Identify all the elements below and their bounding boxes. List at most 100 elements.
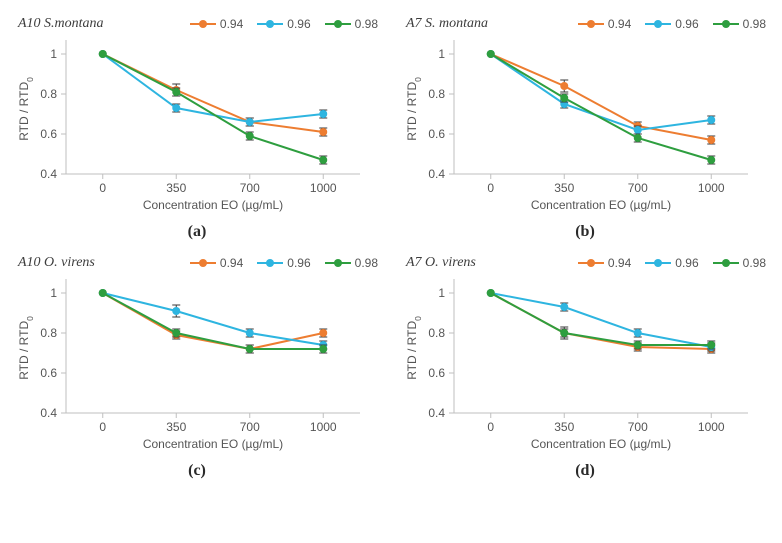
- panel-a-legend: 0.94 0.96 0.98: [190, 17, 378, 31]
- svg-text:0: 0: [487, 181, 494, 195]
- legend-item-098: 0.98: [713, 17, 766, 31]
- panel-b-title: A7 S. montana: [406, 16, 488, 32]
- legend-swatch-098: [713, 258, 739, 268]
- svg-text:RTD / RTD0: RTD / RTD0: [405, 316, 423, 380]
- svg-text:0.8: 0.8: [428, 87, 445, 101]
- svg-text:0: 0: [99, 420, 106, 434]
- legend-swatch-094: [578, 19, 604, 29]
- svg-text:RTD / RTD0: RTD / RTD0: [405, 77, 423, 141]
- legend-label-096: 0.96: [675, 17, 698, 31]
- panel-b-header: A7 S. montana 0.94 0.96 0.98: [400, 16, 770, 32]
- legend-item-096: 0.96: [257, 17, 310, 31]
- legend-swatch-096: [645, 258, 671, 268]
- panel-b-caption: (b): [400, 223, 770, 241]
- legend-label-094: 0.94: [608, 256, 631, 270]
- svg-text:0.6: 0.6: [428, 366, 445, 380]
- legend-swatch-098: [325, 19, 351, 29]
- svg-text:700: 700: [240, 181, 260, 195]
- svg-text:1: 1: [50, 286, 57, 300]
- legend-item-098: 0.98: [713, 256, 766, 270]
- panel-c-plot: 0.4 0.6 0.8 1 0 350 700 1000 Concentration EO (µ…: [12, 273, 382, 460]
- svg-text:350: 350: [166, 181, 186, 195]
- panel-d-caption: (d): [400, 462, 770, 480]
- svg-text:1: 1: [438, 47, 445, 61]
- svg-text:350: 350: [166, 420, 186, 434]
- legend-label-094: 0.94: [608, 17, 631, 31]
- svg-text:0.8: 0.8: [40, 326, 57, 340]
- svg-text:0.6: 0.6: [428, 127, 445, 141]
- svg-text:0.8: 0.8: [40, 87, 57, 101]
- legend-label-096: 0.96: [287, 256, 310, 270]
- svg-text:Concentration EO (µg/mL): Concentration EO (µg/mL): [143, 437, 283, 451]
- svg-text:1000: 1000: [698, 181, 725, 195]
- panel-d-legend: 0.94 0.96 0.98: [578, 256, 766, 270]
- svg-text:0: 0: [99, 181, 106, 195]
- panel-a-title: A10 S.montana: [18, 16, 104, 32]
- svg-text:0.4: 0.4: [428, 406, 445, 420]
- panel-c: A10 O. virens 0.94 0.96 0.98 0.40.60.810…: [12, 255, 382, 480]
- legend-item-094: 0.94: [578, 256, 631, 270]
- legend-item-096: 0.96: [645, 17, 698, 31]
- panel-grid: A10 S.montana 0.94 0.96 0.98 0.40.60.810…: [12, 16, 770, 480]
- svg-text:1000: 1000: [310, 181, 337, 195]
- legend-label-094: 0.94: [220, 256, 243, 270]
- legend-item-094: 0.94: [190, 256, 243, 270]
- panel-b-legend: 0.94 0.96 0.98: [578, 17, 766, 31]
- svg-text:1000: 1000: [698, 420, 725, 434]
- svg-text:1: 1: [50, 47, 57, 61]
- legend-item-096: 0.96: [257, 256, 310, 270]
- svg-text:0.8: 0.8: [428, 326, 445, 340]
- panel-a-plot: 0.4 0.6 0.8 1 0 350 700 1000 Concentration EO (µ…: [12, 34, 382, 221]
- legend-label-094: 0.94: [220, 17, 243, 31]
- panel-c-legend: 0.94 0.96 0.98: [190, 256, 378, 270]
- svg-text:0: 0: [487, 420, 494, 434]
- legend-swatch-096: [257, 19, 283, 29]
- svg-text:0.4: 0.4: [40, 167, 57, 181]
- panel-d-header: A7 O. virens 0.94 0.96 0.98: [400, 255, 770, 271]
- panel-c-header: A10 O. virens 0.94 0.96 0.98: [12, 255, 382, 271]
- panel-d-plot: 0.4 0.6 0.8 1 0 350 700 1000 Concentration EO (µ…: [400, 273, 770, 460]
- legend-label-098: 0.98: [355, 256, 378, 270]
- svg-text:350: 350: [554, 420, 574, 434]
- legend-swatch-096: [645, 19, 671, 29]
- svg-text:350: 350: [554, 181, 574, 195]
- svg-text:0.4: 0.4: [428, 167, 445, 181]
- panel-c-title: A10 O. virens: [18, 255, 95, 271]
- legend-item-096: 0.96: [645, 256, 698, 270]
- legend-swatch-096: [257, 258, 283, 268]
- legend-label-098: 0.98: [355, 17, 378, 31]
- svg-text:0.6: 0.6: [40, 366, 57, 380]
- svg-text:0.4: 0.4: [40, 406, 57, 420]
- legend-label-096: 0.96: [287, 17, 310, 31]
- panel-a-caption: (a): [12, 223, 382, 241]
- panel-d-title: A7 O. virens: [406, 255, 476, 271]
- legend-swatch-094: [190, 19, 216, 29]
- svg-text:700: 700: [240, 420, 260, 434]
- legend-swatch-094: [578, 258, 604, 268]
- panel-b: A7 S. montana 0.94 0.96 0.98 0.40.60.810…: [400, 16, 770, 241]
- legend-label-096: 0.96: [675, 256, 698, 270]
- svg-text:1: 1: [438, 286, 445, 300]
- panel-b-plot: 0.4 0.6 0.8 1 0 350 700 1000 Concentration EO (µ…: [400, 34, 770, 221]
- legend-item-094: 0.94: [190, 17, 243, 31]
- svg-text:0.6: 0.6: [40, 127, 57, 141]
- legend-swatch-094: [190, 258, 216, 268]
- svg-text:700: 700: [628, 420, 648, 434]
- legend-item-094: 0.94: [578, 17, 631, 31]
- legend-swatch-098: [713, 19, 739, 29]
- panel-d: A7 O. virens 0.94 0.96 0.98 0.4 0.6 0.8 1 0 3…: [400, 255, 770, 480]
- legend-label-098: 0.98: [743, 17, 766, 31]
- legend-item-098: 0.98: [325, 256, 378, 270]
- panel-a-header: A10 S.montana 0.94 0.96 0.98: [12, 16, 382, 32]
- svg-text:Concentration EO (µg/mL): Concentration EO (µg/mL): [143, 198, 283, 212]
- panel-a: A10 S.montana 0.94 0.96 0.98 0.40.60.810…: [12, 16, 382, 241]
- panel-c-caption: (c): [12, 462, 382, 480]
- svg-text:1000: 1000: [310, 420, 337, 434]
- legend-label-098: 0.98: [743, 256, 766, 270]
- svg-text:700: 700: [628, 181, 648, 195]
- legend-item-098: 0.98: [325, 17, 378, 31]
- legend-swatch-098: [325, 258, 351, 268]
- svg-text:Concentration EO (µg/mL): Concentration EO (µg/mL): [531, 198, 671, 212]
- svg-text:Concentration EO (µg/mL): Concentration EO (µg/mL): [531, 437, 671, 451]
- svg-text:RTD / RTD0: RTD / RTD0: [17, 316, 35, 380]
